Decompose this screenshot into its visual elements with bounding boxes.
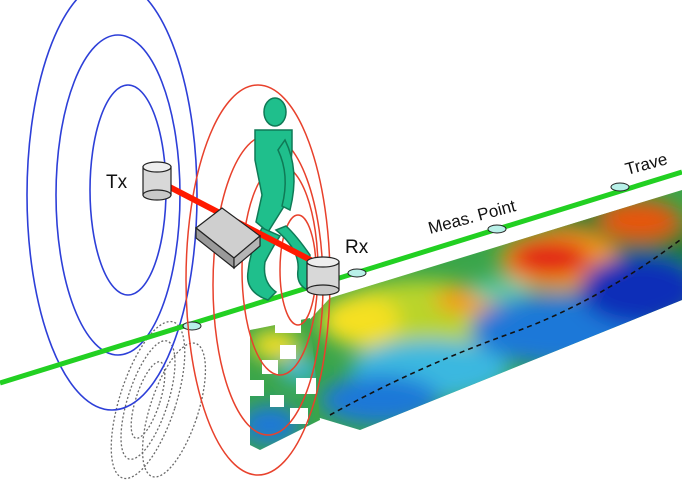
tx-label: Tx [106,172,128,193]
traverse-station-marker [182,321,202,331]
em-instrument-box-icon [195,207,261,270]
walking-person-icon [246,97,313,301]
measurement-point-marker [487,224,507,234]
traverse-label: Trave [623,149,669,178]
receiver-station-marker [347,268,367,278]
rx-label: Rx [345,237,369,258]
traverse-end-marker [610,182,630,192]
tx-coil-cylinder-icon [142,161,172,201]
previous-position-coils [110,320,207,480]
rx-coil-cylinder-icon [306,256,340,296]
